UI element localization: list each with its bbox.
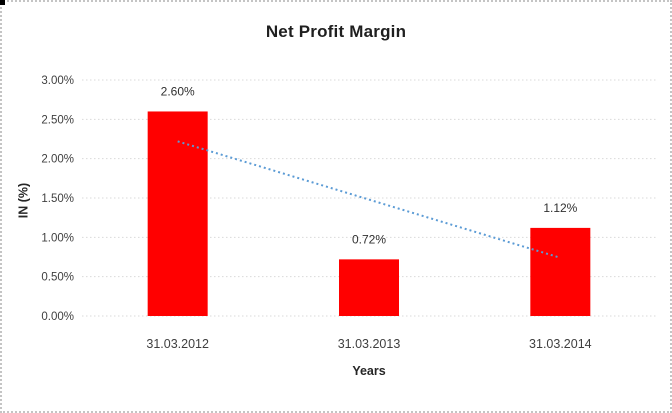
bar xyxy=(339,259,399,316)
x-category-label: 31.03.2012 xyxy=(146,337,209,351)
bar xyxy=(147,111,208,316)
y-tick-label: 3.00% xyxy=(41,75,74,87)
y-tick-label: 0.00% xyxy=(41,311,74,323)
y-tick-label: 2.00% xyxy=(41,154,74,166)
bar-data-label: 2.60% xyxy=(161,84,195,98)
trendline xyxy=(177,140,561,259)
selection-corner-marker xyxy=(0,0,5,5)
y-tick-label: 2.50% xyxy=(41,114,74,126)
chart-title: Net Profit Margin xyxy=(265,22,407,41)
y-tick-label: 0.50% xyxy=(41,272,74,284)
x-category-label: 31.03.2014 xyxy=(529,337,592,351)
x-axis-title: Years xyxy=(352,364,386,378)
bar-data-label: 1.12% xyxy=(543,201,577,215)
bar-data-label: 0.72% xyxy=(352,232,386,246)
bar xyxy=(530,227,591,316)
x-category-label: 31.03.2013 xyxy=(338,337,401,351)
y-tick-label: 1.50% xyxy=(41,193,74,205)
y-tick-label: 1.00% xyxy=(41,232,74,244)
